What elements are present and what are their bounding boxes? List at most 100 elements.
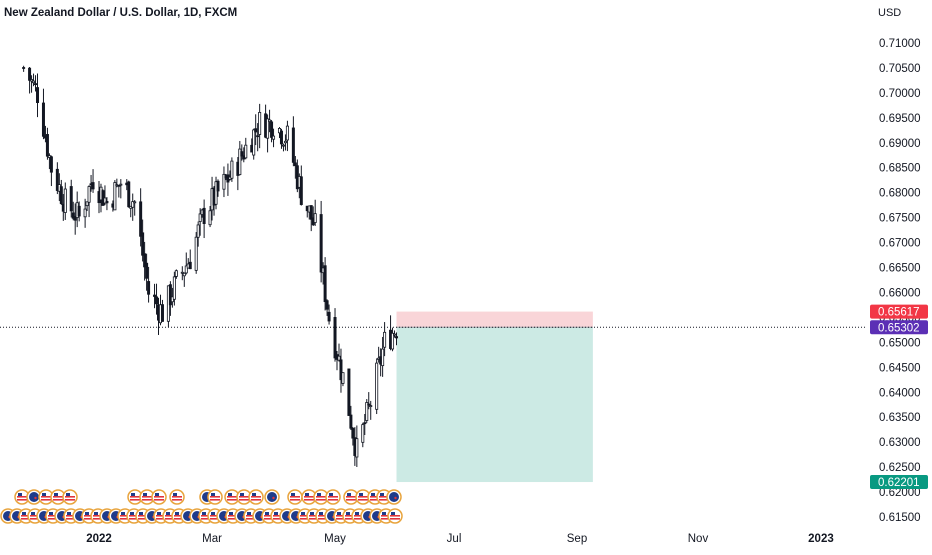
y-tick-label: 0.68500: [879, 163, 921, 175]
candle-body: [85, 201, 89, 207]
candle-body: [182, 272, 186, 277]
candle-body: [188, 261, 192, 270]
us-flag-icon[interactable]: [248, 489, 264, 505]
candle-body: [323, 265, 327, 303]
candle-body: [222, 173, 226, 190]
candle-body: [28, 67, 32, 81]
candle-body: [202, 207, 206, 224]
candle-body: [216, 180, 220, 192]
candle-body: [339, 359, 343, 381]
candle-body: [325, 300, 329, 310]
candle-body: [63, 188, 67, 213]
us-flag-icon[interactable]: [50, 489, 66, 505]
chart-title: New Zealand Dollar / U.S. Dollar, 1D, FX…: [4, 7, 237, 19]
candle-body: [293, 162, 297, 167]
candle-body: [168, 284, 172, 306]
stop-price-badge: [870, 304, 928, 319]
event-markers[interactable]: [0, 489, 403, 524]
candle-body: [395, 336, 399, 339]
candle-body: [73, 215, 77, 221]
candle-body: [141, 232, 145, 256]
position-zones: [396, 311, 593, 483]
y-tick-label: 0.70500: [879, 63, 921, 75]
us-flag-icon[interactable]: [325, 489, 341, 505]
take-profit-zone[interactable]: [396, 327, 593, 483]
us-flag-icon[interactable]: [301, 489, 317, 505]
us-flag-icon[interactable]: [313, 489, 329, 505]
candle-body: [32, 80, 36, 84]
nz-flag-icon[interactable]: [386, 489, 402, 505]
candle-body: [127, 181, 131, 208]
y-tick-label: 0.66000: [879, 287, 921, 299]
candle-body: [272, 135, 276, 140]
nz-flag-icon[interactable]: [264, 489, 280, 505]
us-flag-icon[interactable]: [151, 489, 167, 505]
candle-body: [279, 130, 283, 145]
candle-body: [333, 317, 337, 359]
candle-body: [313, 213, 317, 223]
candle-body: [36, 87, 40, 103]
candle-body: [365, 402, 369, 421]
candle-body: [77, 205, 81, 217]
candle-body: [105, 200, 109, 204]
candle-body: [83, 208, 87, 218]
us-flag-icon[interactable]: [139, 489, 155, 505]
time-axis[interactable]: 2022 Mar May Jul Sep Nov 2023: [86, 533, 834, 545]
candle-body: [174, 270, 178, 277]
y-tick-label: 0.62000: [879, 487, 921, 499]
candle-body: [319, 214, 323, 273]
candle-body: [113, 182, 117, 211]
y-tick-label: 0.65000: [879, 337, 921, 349]
y-tick-label: 0.69500: [879, 113, 921, 125]
candle-body: [131, 201, 135, 208]
x-tick-label: Mar: [202, 533, 222, 545]
candle-body: [270, 121, 274, 138]
candle-body: [244, 144, 248, 159]
candle-body: [69, 186, 73, 212]
stop-loss-zone[interactable]: [396, 311, 593, 328]
us-flag-icon[interactable]: [387, 508, 403, 524]
candle-body: [139, 201, 143, 237]
candle-body: [355, 438, 359, 458]
us-flag-icon[interactable]: [62, 489, 78, 505]
candle-body: [299, 176, 303, 205]
y-tick-label: 0.63500: [879, 412, 921, 424]
candle-body: [22, 67, 26, 69]
us-flag-icon[interactable]: [236, 489, 252, 505]
candle-body: [240, 151, 244, 157]
target-price-label: 0.62201: [878, 477, 920, 489]
y-tick-label: 0.62500: [879, 462, 921, 474]
x-tick-label: Jul: [447, 533, 462, 545]
us-flag-icon[interactable]: [287, 489, 303, 505]
candle-body: [363, 422, 367, 425]
us-flag-icon[interactable]: [38, 489, 54, 505]
y-tick-label: 0.71000: [879, 38, 921, 50]
candle-body: [87, 186, 91, 203]
candle-body: [238, 148, 242, 176]
candle-body: [369, 405, 373, 407]
us-flag-icon[interactable]: [355, 489, 371, 505]
us-flag-icon[interactable]: [343, 489, 359, 505]
candle-body: [172, 276, 176, 300]
candle-body: [383, 331, 387, 348]
candle-body: [347, 368, 351, 416]
candle-body: [361, 424, 365, 443]
candle-body: [34, 83, 38, 86]
us-flag-icon[interactable]: [207, 489, 223, 505]
candle-body: [283, 140, 287, 144]
us-flag-icon[interactable]: [14, 489, 30, 505]
x-tick-label: Nov: [688, 533, 709, 545]
candle-body: [268, 119, 272, 122]
candle-body: [351, 428, 355, 439]
candle-body: [254, 128, 258, 133]
nz-flag-icon[interactable]: [26, 489, 42, 505]
candle-body: [196, 224, 200, 238]
price-axis[interactable]: 0.71000 0.70500 0.70000 0.69500 0.69000 0.685…: [879, 38, 921, 524]
candle-body: [160, 304, 164, 322]
candle-body: [184, 265, 188, 274]
candle-body: [258, 112, 262, 135]
candle-body: [49, 156, 53, 173]
us-flag-icon[interactable]: [169, 489, 185, 505]
